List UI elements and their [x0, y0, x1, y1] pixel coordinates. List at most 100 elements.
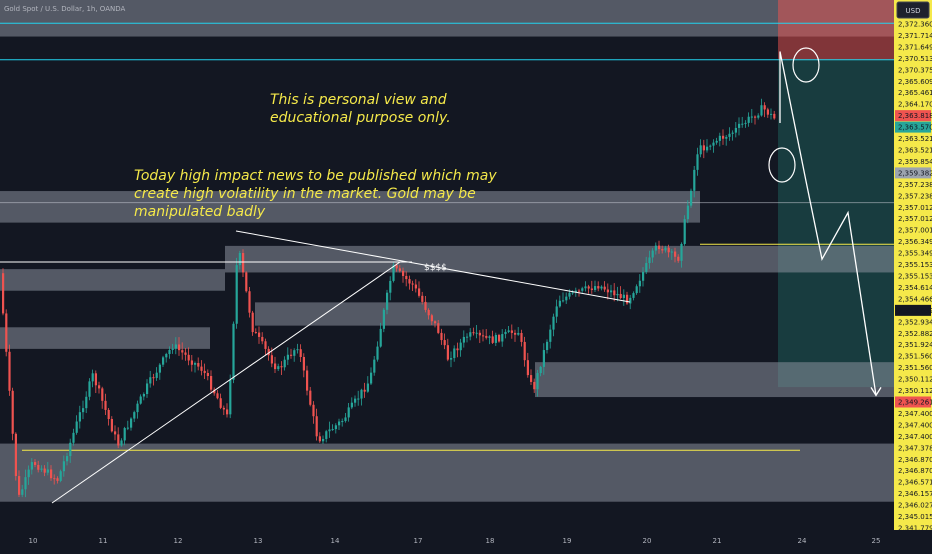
candle-body	[162, 357, 165, 365]
candle-body	[715, 140, 718, 143]
price-tick-label: 2,370.513	[898, 55, 932, 63]
candle-body	[286, 354, 289, 360]
price-highlight-box	[895, 304, 931, 316]
candle-body	[430, 315, 433, 322]
candle-body	[437, 323, 440, 333]
price-tick-label: 2,357.238	[898, 192, 932, 200]
candle-body	[283, 359, 286, 368]
candle-body	[651, 250, 654, 258]
price-tick-label: 2,363.818	[898, 112, 932, 120]
candle-body	[27, 469, 30, 478]
candle-body	[75, 421, 78, 433]
price-tick-label: 2,354.614	[898, 284, 932, 292]
price-tick-label: 2,359.854	[898, 158, 932, 166]
candle-body	[363, 389, 366, 392]
price-tick-label: 2,351.924	[898, 341, 932, 349]
candle-body	[254, 332, 257, 334]
candle-body	[290, 354, 293, 356]
candle-body	[475, 332, 478, 334]
candle-body	[11, 390, 14, 434]
candle-body	[270, 355, 273, 364]
time-tick-label: 13	[254, 537, 263, 545]
price-tick-label: 2,355.349	[898, 250, 932, 258]
candle-body	[424, 301, 427, 310]
candle-body	[373, 359, 376, 373]
target-zone	[778, 0, 894, 60]
candle-body	[190, 360, 193, 365]
candle-body	[267, 348, 270, 356]
price-tick-label: 2,357.238	[898, 181, 932, 189]
candle-body	[277, 366, 280, 370]
price-axis-bg	[894, 0, 932, 530]
news-line-3: manipulated badly	[134, 204, 266, 220]
candle-body	[315, 416, 318, 437]
candle-body	[568, 292, 571, 297]
candle-body	[565, 296, 568, 301]
candle-body	[261, 336, 264, 342]
candle-body	[584, 286, 587, 289]
candle-body	[94, 373, 97, 386]
candle-body	[5, 313, 8, 352]
candle-body	[136, 403, 139, 413]
price-tick-label: 2,363.570	[898, 124, 932, 132]
candle-body	[69, 442, 72, 457]
candle-body	[354, 398, 357, 403]
candle-body	[760, 105, 763, 116]
price-tick-label: 2,346.870	[898, 467, 932, 475]
price-tick-label: 2,353.652	[898, 307, 932, 315]
candle-body	[482, 335, 485, 337]
candle-body	[555, 306, 558, 317]
time-tick-label: 24	[798, 537, 807, 545]
candle-body	[590, 288, 593, 290]
candle-body	[421, 295, 424, 302]
candle-body	[232, 323, 235, 380]
candle-body	[181, 350, 184, 353]
candle-body	[8, 351, 11, 391]
candle-body	[658, 245, 661, 250]
candle-body	[379, 328, 382, 347]
candle-body	[693, 169, 696, 191]
candle-body	[645, 263, 648, 272]
candle-body	[581, 288, 584, 291]
candle-body	[50, 469, 53, 479]
candle-body	[539, 366, 542, 374]
time-tick-label: 10	[29, 537, 38, 545]
candle-body	[142, 393, 145, 397]
candle-body	[648, 257, 651, 264]
time-tick-label: 12	[174, 537, 183, 545]
trendline-support	[51, 261, 401, 504]
candle-body	[571, 292, 574, 294]
candle-body	[498, 334, 501, 342]
candle-body	[738, 123, 741, 128]
candle-body	[146, 383, 149, 394]
candle-body	[533, 381, 536, 390]
candle-body	[34, 462, 37, 465]
time-axis[interactable]: 10 11 12 13 14 17 18 19 20 21 24 25	[0, 530, 932, 550]
candle-body	[226, 409, 229, 415]
price-tick-label: 2,354.466	[898, 295, 932, 303]
price-axis[interactable]: USD 2,372.360 2,371.714 2,371.649 2,370.513…	[894, 0, 932, 533]
candle-body	[126, 427, 129, 429]
currency-box[interactable]	[896, 1, 930, 19]
candle-body	[517, 332, 520, 335]
pullback-circle	[768, 147, 796, 183]
candle-body	[91, 373, 94, 382]
candle-body	[101, 388, 104, 401]
candle-body	[110, 418, 113, 432]
candle-body	[376, 346, 379, 360]
price-tick-label: 2,357.012	[898, 215, 932, 223]
news-line-2: create high volatility in the market. Go…	[134, 186, 476, 202]
candle-body	[18, 476, 21, 495]
price-tick-labels: 2,372.360 2,371.714 2,371.649 2,370.513 2,37…	[895, 21, 932, 533]
candle-body	[450, 358, 453, 360]
candle-body	[242, 253, 245, 273]
candle-body	[341, 421, 344, 423]
candle-body	[386, 292, 389, 310]
price-tick-label: 2,346.571	[898, 479, 932, 487]
time-tick-label: 18	[486, 537, 495, 545]
candle-body	[552, 316, 555, 330]
candle-body	[274, 363, 277, 370]
candle-body	[264, 341, 267, 349]
